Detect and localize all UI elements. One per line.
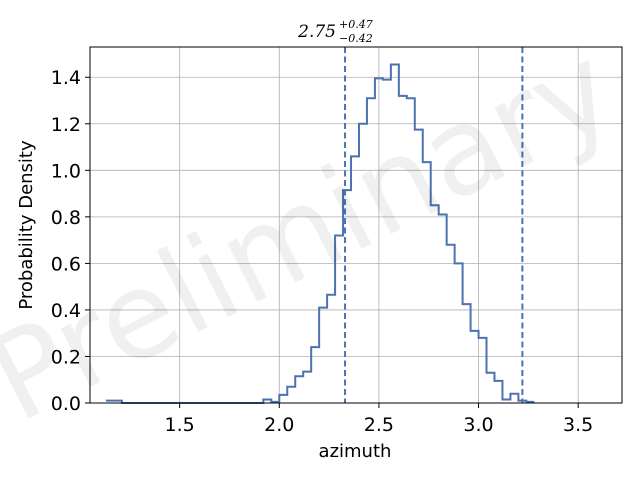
ci-annotation-plus: +0.47: [339, 18, 373, 31]
x-tick-label: 1.5: [165, 414, 195, 436]
y-tick-label: 0.2: [51, 346, 81, 368]
y-axis: 0.0 0.2 0.4 0.6 0.8 1.0 1.2 1.4: [51, 67, 90, 415]
y-tick-label: 0.8: [51, 207, 81, 229]
plot-frame: [89, 46, 623, 404]
watermark: Preliminary: [0, 18, 635, 449]
x-tick-label: 3.5: [563, 414, 593, 436]
ci-annotation-minus: −0.42: [339, 32, 373, 45]
y-tick-label: 0.4: [51, 300, 81, 322]
x-tick-label: 2.0: [264, 414, 294, 436]
y-tick-label: 0.6: [51, 253, 81, 275]
y-tick-label: 1.4: [51, 67, 81, 89]
ci-annotation-value: 2.75: [297, 22, 336, 42]
x-axis-label: azimuth: [319, 441, 392, 462]
y-tick-label: 0.0: [51, 393, 81, 415]
credible-interval: [344, 47, 524, 403]
y-axis-label: Probability Density: [16, 140, 37, 310]
x-axis: 1.5 2.0 2.5 3.0 3.5: [165, 403, 593, 436]
ci-annotation: 2.75 +0.47 −0.42: [297, 18, 373, 45]
y-tick-label: 1.2: [51, 114, 81, 136]
x-tick-label: 3.0: [463, 414, 493, 436]
x-tick-label: 2.5: [364, 414, 394, 436]
y-tick-label: 1.0: [51, 160, 81, 182]
